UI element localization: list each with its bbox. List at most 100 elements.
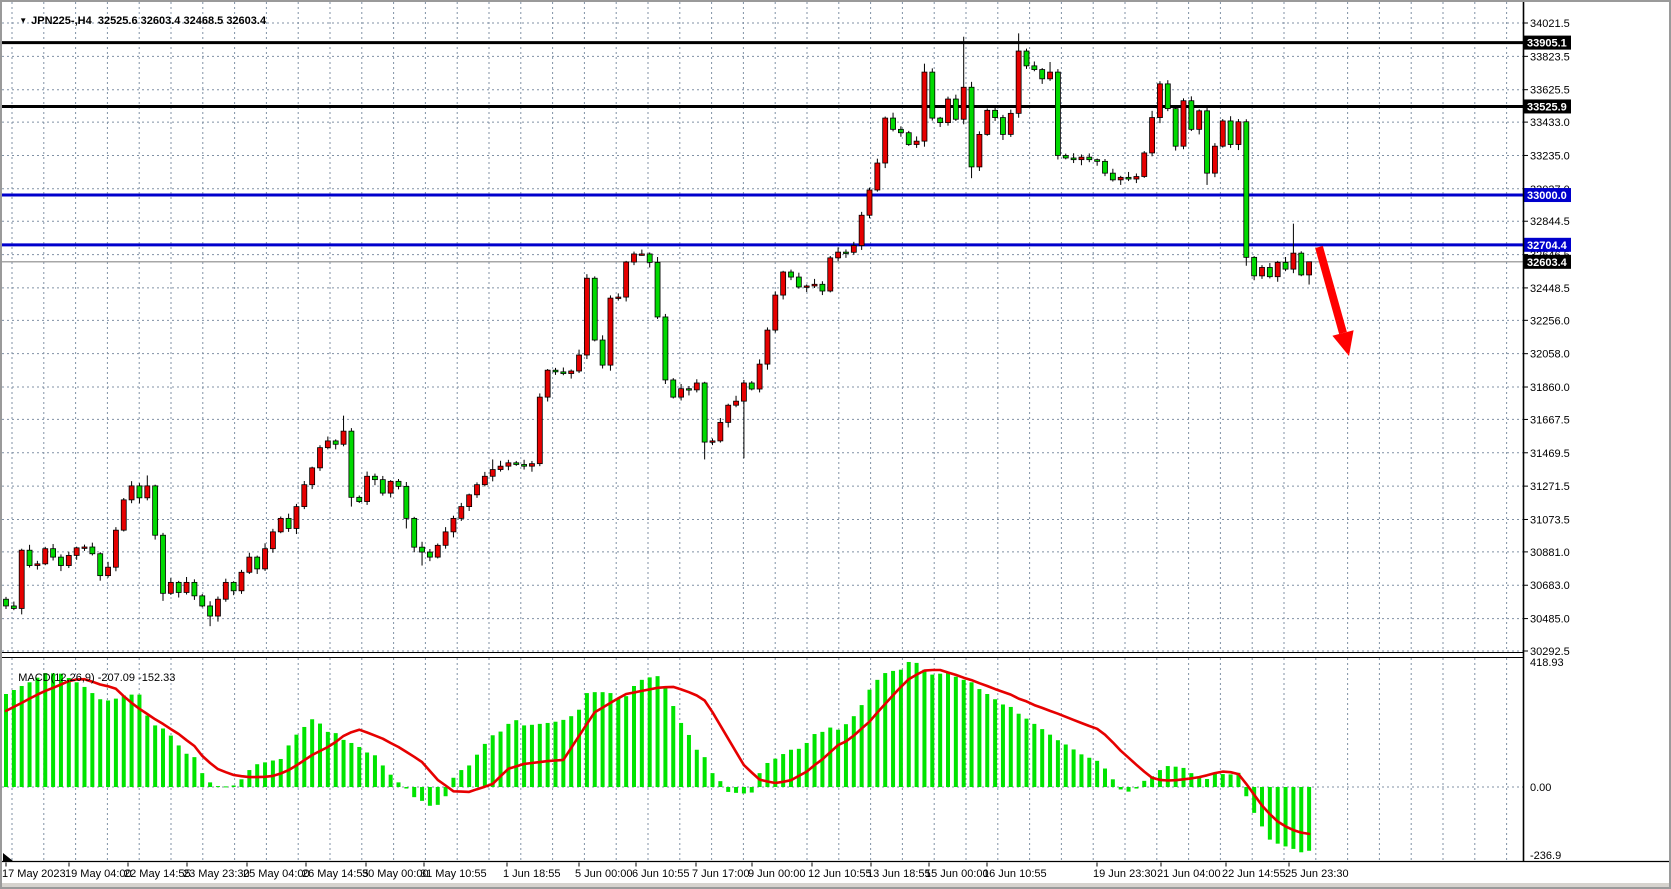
macd-histogram-bar [388, 774, 393, 787]
macd-histogram-bar [749, 787, 754, 793]
candle-body [167, 581, 174, 594]
macd-histogram-bar [726, 787, 731, 792]
macd-histogram-bar [106, 700, 111, 787]
time-axis-label: 12 Jun 10:55 [808, 868, 872, 880]
macd-histogram-bar [993, 699, 998, 787]
time-axis-label: 7 Jun 17:00 [692, 868, 750, 880]
candle-body [419, 546, 425, 553]
candle-body [1007, 112, 1014, 135]
macd-histogram-bar [592, 692, 597, 787]
macd-histogram-bar [922, 669, 927, 787]
candle-body [819, 283, 826, 292]
quote-low: 32468.5 [183, 15, 224, 27]
price-badge [1524, 237, 1571, 252]
macd-histogram-bar [506, 723, 511, 787]
candle-body [191, 581, 198, 597]
candle-body [1188, 100, 1195, 130]
candle-body [42, 548, 49, 565]
macd-histogram-bar [1283, 787, 1288, 847]
candle-body [717, 421, 724, 442]
price-badge [1524, 35, 1571, 50]
macd-histogram-bar [435, 787, 440, 805]
macd-histogram-bar [66, 677, 71, 787]
candle-body [372, 475, 378, 481]
candle-body [65, 555, 72, 566]
macd-histogram-bar [1095, 760, 1100, 787]
candle-body [1141, 152, 1148, 177]
candle-body [678, 388, 684, 398]
macd-histogram-bar [1205, 778, 1210, 787]
macd-histogram-bar [161, 728, 165, 787]
candle-body [136, 485, 143, 499]
candle-body [952, 98, 959, 120]
macd-histogram-bar [153, 725, 158, 787]
macd-histogram-bar [985, 694, 990, 787]
symbol-dropdown-icon[interactable]: ▼ [19, 16, 28, 25]
candle-body [1196, 110, 1203, 130]
candle-body [1031, 65, 1038, 70]
candle-body [568, 370, 575, 374]
macd-histogram-bar [1110, 779, 1115, 787]
macd-histogram-bar [1291, 787, 1296, 849]
price-badge-label: 32704.4 [1527, 240, 1568, 252]
macd-histogram-bar [341, 739, 346, 787]
candle-body [1117, 176, 1124, 181]
candle-body [3, 598, 9, 607]
candle-body [866, 189, 873, 216]
candle-body [58, 556, 64, 566]
macd-histogram-bar [891, 670, 896, 787]
macd-histogram-bar [192, 757, 197, 787]
macd-indicator-label: MACD(12,26,9) -207.09 -152.33 [6, 660, 175, 696]
symbol-quote-line[interactable]: ▼ JPN225-,H4 32525.6 32603.4 32468.5 3260… [7, 3, 266, 39]
candle-body [788, 271, 794, 278]
macd-histogram-bar [310, 719, 315, 787]
candle-body [450, 517, 457, 533]
macd-histogram-bar [1212, 772, 1217, 787]
candle-body [1235, 121, 1242, 145]
macd-histogram-bar [859, 705, 864, 787]
macd-histogram-bar [1142, 780, 1147, 787]
macd-histogram-bar [679, 722, 684, 787]
macd-histogram-bar [1126, 787, 1131, 792]
candle-body [152, 485, 159, 536]
candle-body [474, 484, 480, 496]
macd-histogram-bar [498, 731, 503, 787]
macd-histogram-bar [372, 755, 377, 787]
macd-histogram-bar [43, 673, 48, 787]
candle-body [1282, 261, 1289, 270]
time-axis-label: 30 May 00:00 [362, 868, 429, 880]
macd-histogram-bar [51, 673, 56, 787]
candle-body [835, 251, 841, 259]
candle-body [301, 484, 308, 507]
candle-body [1086, 156, 1093, 161]
macd-histogram-bar [632, 685, 636, 787]
macd-histogram-bar [686, 734, 691, 787]
macd-histogram-bar [443, 787, 448, 797]
macd-histogram-bar [1150, 776, 1155, 787]
macd-histogram-bar [145, 715, 150, 787]
sell-arrow-head[interactable] [1332, 330, 1354, 356]
candle-body [317, 447, 323, 469]
candle-body [1290, 252, 1297, 270]
macd-histogram-bar [302, 726, 307, 787]
macd-histogram-bar [270, 760, 275, 787]
macd-histogram-bar [1299, 787, 1304, 853]
candle-body [1023, 50, 1030, 67]
candle-body [733, 400, 739, 406]
candle-body [890, 117, 896, 130]
candle-body [607, 297, 614, 366]
macd-histogram-bar [90, 693, 95, 787]
macd-histogram-bar [459, 770, 464, 787]
candle-body [1055, 71, 1061, 156]
sell-arrow-shaft[interactable] [1315, 245, 1347, 335]
candle-body [348, 430, 355, 498]
macd-histogram-bar [781, 754, 786, 787]
candle-body [960, 86, 967, 120]
macd-histogram-bar [1275, 787, 1280, 844]
macd-histogram-bar [1244, 787, 1249, 797]
price-axis-label: 32256.0 [1530, 315, 1570, 327]
macd-histogram-bar [577, 709, 582, 787]
macd-histogram-bar [843, 724, 848, 787]
macd-histogram-bar [1048, 734, 1053, 787]
macd-histogram-bar [553, 721, 558, 787]
